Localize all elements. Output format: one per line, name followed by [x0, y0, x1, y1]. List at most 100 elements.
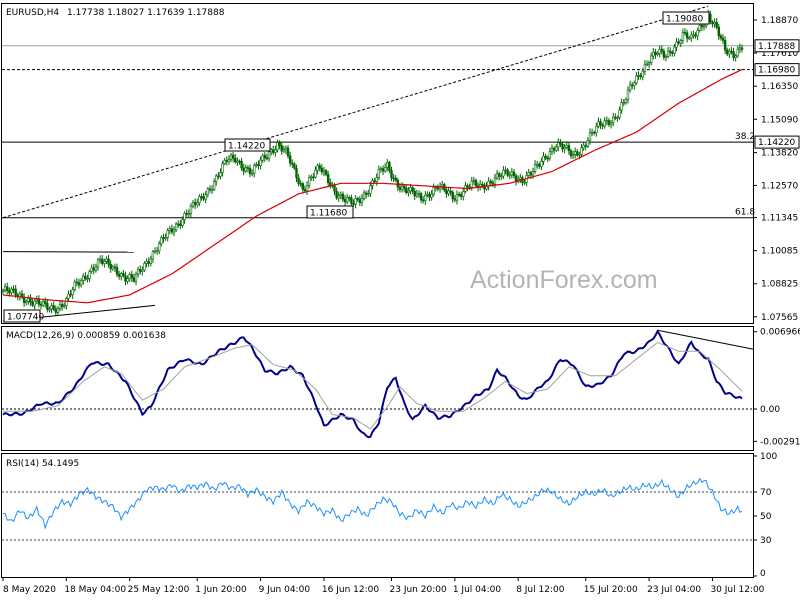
candle-body [257, 164, 260, 167]
candle-body [217, 175, 220, 178]
candle-body [647, 62, 651, 65]
candle-body [145, 261, 148, 264]
candle-body [151, 251, 155, 260]
candle-body [303, 189, 307, 192]
macd-panel [1, 326, 754, 451]
candle-body [504, 169, 507, 172]
price-axis-marker [754, 63, 800, 77]
candle-body [645, 63, 649, 66]
candle-body [132, 277, 136, 282]
candle-body [652, 51, 655, 57]
candle-body [149, 258, 152, 264]
candle-body [92, 267, 95, 271]
candle-body [677, 41, 680, 44]
candle-body [333, 184, 336, 192]
macd-tick-label: 0.00 [760, 405, 780, 415]
time-tick-label: 18 May 04:00 [64, 585, 126, 595]
candle-body [402, 185, 406, 189]
candle-body [14, 288, 17, 296]
candle-body [179, 223, 182, 226]
candle-body [373, 180, 376, 183]
candle-body [367, 193, 370, 195]
candle-body [130, 274, 133, 279]
candle-body [310, 176, 313, 179]
candle-body [609, 122, 613, 126]
candle-body [732, 51, 735, 58]
candle-body [544, 155, 547, 159]
candle-body [177, 223, 180, 226]
rsi-tick-label: 100 [760, 452, 777, 462]
time-tick-label: 8 May 2020 [3, 585, 56, 595]
candle-body [301, 183, 305, 190]
candle-body [358, 199, 362, 203]
time-tick-label: 8 Jul 12:00 [516, 585, 565, 595]
candle-body [329, 182, 332, 186]
candle-body [588, 132, 592, 141]
price-annotation-label: 1.19080 [666, 15, 703, 25]
candle-body [234, 157, 237, 163]
rsi-tick-label: 70 [760, 488, 772, 498]
candle-body [519, 177, 522, 180]
candle-body [392, 177, 395, 180]
candle-body [3, 286, 7, 291]
candle-body [599, 121, 602, 126]
candle-body [565, 145, 568, 148]
candle-body [369, 185, 372, 194]
candle-body [67, 293, 70, 299]
candle-body [297, 177, 300, 184]
candle-body [58, 304, 62, 309]
candle-body [37, 299, 41, 305]
candle-body [265, 157, 269, 160]
time-tick-label: 25 May 12:00 [128, 585, 190, 595]
price-annotation-box [3, 309, 41, 323]
candle-body [8, 290, 11, 294]
macd-tick-label: 0.006966 [760, 328, 800, 338]
candle-body [356, 198, 359, 200]
candle-body [514, 175, 518, 182]
candle-body [115, 267, 119, 275]
candle-body [208, 188, 212, 191]
price-tick-label: 1.12570 [761, 181, 798, 191]
candle-body [434, 187, 438, 189]
rsi-line [2, 477, 743, 530]
candle-body [709, 13, 712, 23]
candle-body [690, 34, 693, 39]
candle-body [508, 174, 511, 177]
price-tick-label: 1.10085 [761, 247, 798, 257]
candle-body [424, 194, 427, 201]
candle-body [48, 308, 51, 311]
rsi-layer [2, 477, 753, 541]
candle-body [620, 102, 623, 111]
candle-body [698, 24, 701, 31]
candle-body [470, 180, 473, 188]
candle-body [113, 266, 117, 269]
candle-body [314, 169, 317, 178]
candle-body [457, 194, 461, 196]
candle-body [415, 193, 419, 197]
candle-body [639, 74, 642, 78]
candle-body [664, 56, 668, 58]
candle-body [580, 147, 583, 155]
candle-body [561, 143, 564, 150]
candle-body [377, 169, 381, 178]
candle-body [405, 187, 408, 193]
candle-body [550, 147, 554, 153]
candle-body [185, 212, 188, 215]
macd-layer [2, 329, 754, 439]
candle-body [343, 199, 347, 203]
candle-body [1, 289, 5, 292]
candle-body [654, 51, 657, 56]
candle-body [673, 46, 676, 54]
candle-body [459, 194, 463, 197]
candle-body [622, 102, 625, 104]
candle-body [447, 190, 450, 194]
candle-body [240, 161, 243, 169]
candle-body [713, 21, 716, 25]
candle-body [683, 31, 687, 34]
candle-body [312, 176, 315, 179]
candle-body [626, 89, 630, 100]
candle-body [219, 172, 222, 177]
candle-body [643, 63, 647, 72]
watermark: ActionForex.com [470, 266, 658, 294]
candle-body [227, 158, 231, 162]
